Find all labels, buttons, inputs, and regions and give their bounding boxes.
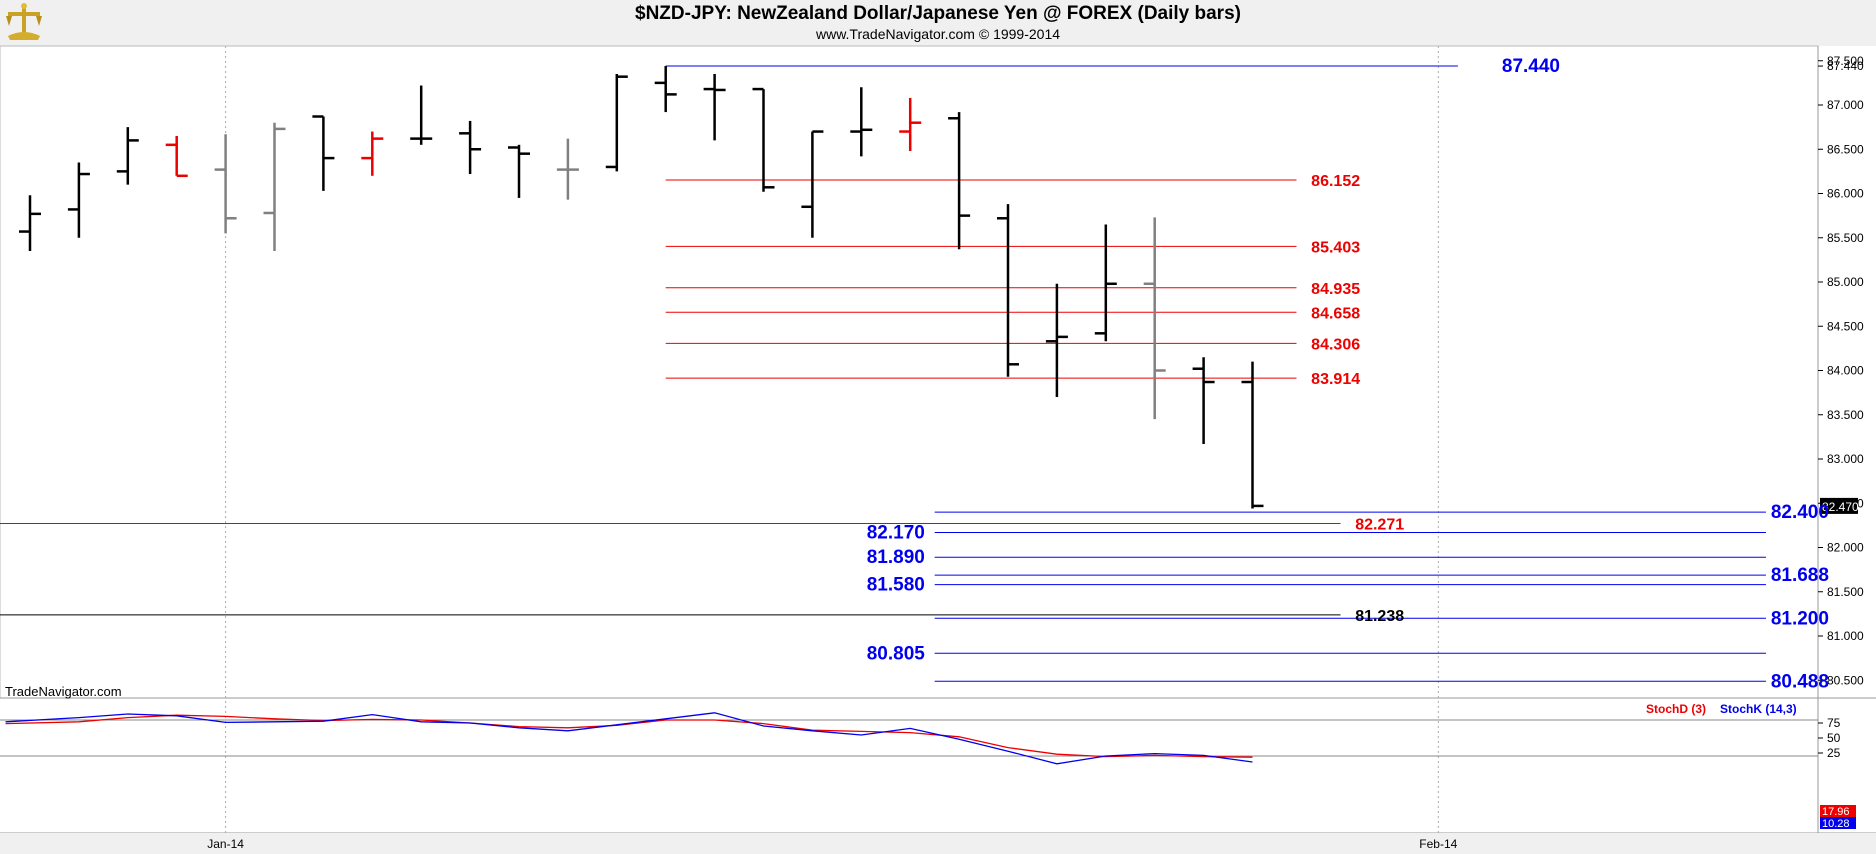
level-label: 80.805 xyxy=(867,643,926,664)
ohlc-bar xyxy=(67,162,90,238)
logo-icon xyxy=(2,2,46,44)
ohlc-bar xyxy=(850,87,873,157)
ohlc-bar xyxy=(508,144,530,198)
ohlc-bar xyxy=(1094,224,1117,342)
ohlc-bar xyxy=(361,131,384,176)
level-label: 83.914 xyxy=(1311,371,1360,388)
chart-subtitle: www.TradeNavigator.com © 1999-2014 xyxy=(815,26,1061,42)
ohlc-bar xyxy=(1143,217,1166,420)
stoch-tick-label: 75 xyxy=(1827,716,1841,730)
level-label: 82.400 xyxy=(1771,502,1829,523)
date-tick-label: Feb-14 xyxy=(1419,837,1457,851)
stoch-tick-label: 25 xyxy=(1827,746,1841,760)
price-tick-label: 86.500 xyxy=(1827,142,1864,156)
ohlc-bar xyxy=(165,135,188,178)
ohlc-bar xyxy=(997,204,1019,377)
level-label: 81.580 xyxy=(867,575,925,596)
price-tick-label: 81.500 xyxy=(1827,585,1864,599)
level-label: 84.658 xyxy=(1311,305,1360,322)
ohlc-bar xyxy=(1241,361,1264,509)
level-label: 80.488 xyxy=(1771,671,1829,692)
ohlc-bar xyxy=(801,130,824,238)
price-tick-label: 83.000 xyxy=(1827,452,1864,466)
ohlc-bar xyxy=(605,74,628,172)
price-tick-label: 84.000 xyxy=(1827,364,1864,378)
level-label: 82.170 xyxy=(867,522,925,543)
price-tick-label: 86.000 xyxy=(1827,187,1864,201)
level-label: 84.935 xyxy=(1311,281,1360,298)
ohlc-bar xyxy=(556,138,579,200)
price-tick-label: 87.440 xyxy=(1827,59,1864,73)
chart-header: $NZD-JPY: NewZealand Dollar/Japanese Yen… xyxy=(0,0,1876,46)
level-label: 81.238 xyxy=(1355,608,1404,625)
price-tick-label: 83.500 xyxy=(1827,408,1864,422)
price-tick-label: 87.500 xyxy=(1827,54,1864,68)
ohlc-bar xyxy=(410,85,433,145)
stoch-last-value-box xyxy=(1820,817,1856,829)
ohlc-bar xyxy=(1192,357,1215,444)
stoch-legend-item: StochK (14,3) xyxy=(1720,702,1797,716)
stoch-tick-label: 50 xyxy=(1827,731,1841,745)
ohlc-bar xyxy=(459,120,482,175)
level-label: 81.200 xyxy=(1771,608,1829,629)
ohlc-bar xyxy=(948,112,971,250)
stoch-last-value-box xyxy=(1820,805,1856,817)
ohlc-bar xyxy=(263,122,286,252)
stoch-last-value-label: 17.96 xyxy=(1822,806,1850,818)
price-tick-label: 87.000 xyxy=(1827,98,1864,112)
ohlc-bar xyxy=(214,134,237,234)
price-tick-label: 85.500 xyxy=(1827,231,1864,245)
price-tick-label: 85.000 xyxy=(1827,275,1864,289)
ohlc-bar xyxy=(19,195,41,252)
price-tick-label: 82.000 xyxy=(1827,541,1864,555)
level-label: 84.306 xyxy=(1311,336,1360,353)
date-tick-label: Jan-14 xyxy=(207,837,244,851)
price-tick-label: 84.500 xyxy=(1827,319,1864,333)
price-tick-label: 80.500 xyxy=(1827,673,1864,687)
price-tick-label: 81.000 xyxy=(1827,629,1864,643)
level-label: 85.403 xyxy=(1311,239,1360,256)
stoch-last-value-label: 10.28 xyxy=(1822,818,1850,830)
ohlc-bar xyxy=(116,127,139,185)
ohlc-bar xyxy=(899,97,922,152)
level-label: 81.890 xyxy=(867,547,925,568)
time-axis-band xyxy=(0,833,1876,854)
stoch-series-line xyxy=(5,714,1253,758)
ohlc-bar xyxy=(654,66,677,113)
ohlc-bar xyxy=(1045,283,1068,398)
ohlc-bar xyxy=(312,115,335,191)
chart-title: $NZD-JPY: NewZealand Dollar/Japanese Yen… xyxy=(635,3,1241,24)
stoch-series-line xyxy=(5,712,1253,765)
stoch-legend-item: StochD (3) xyxy=(1646,702,1706,716)
ohlc-bar xyxy=(752,87,775,192)
level-label: 87.440 xyxy=(1502,56,1560,77)
level-label: 82.271 xyxy=(1355,517,1404,534)
ohlc-bar xyxy=(703,74,726,141)
watermark-text: TradeNavigator.com xyxy=(5,684,122,699)
last-price-label: 82.470 xyxy=(1822,500,1859,514)
level-label: 81.688 xyxy=(1771,565,1829,586)
level-label: 86.152 xyxy=(1311,173,1360,190)
last-price-box xyxy=(1820,497,1858,514)
